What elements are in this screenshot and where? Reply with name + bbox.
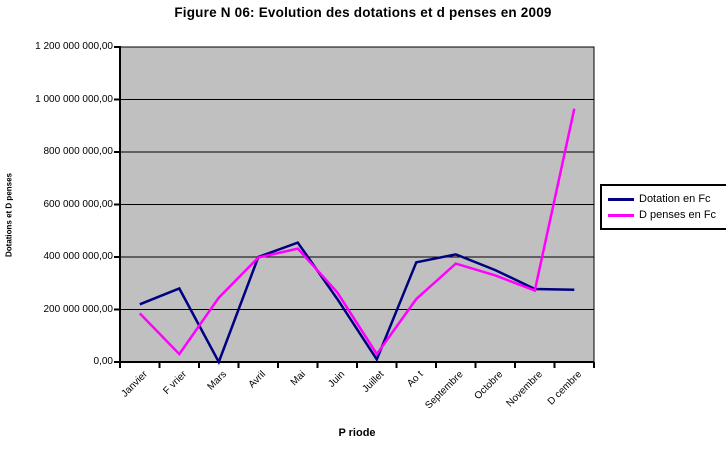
x-axis-title: P riode xyxy=(338,427,376,439)
chart-title: Figure N 06: Evolution des dotations et … xyxy=(174,5,552,20)
series-line-d-penses-en-fc xyxy=(138,108,576,357)
y-axis-title: Dotations et D penses xyxy=(4,172,14,258)
y-tick-label: 1 200 000 000,00 xyxy=(35,41,113,52)
y-tick-label: 1 000 000 000,00 xyxy=(35,93,113,105)
legend-line-swatch-dotation xyxy=(608,197,634,201)
y-tick-label: 400 000 000,00 xyxy=(43,251,113,262)
y-tick-label: 0,00 xyxy=(93,356,113,367)
legend-item-depenses: D penses en Fc xyxy=(608,209,726,222)
legend-label-depenses: D penses en Fc xyxy=(639,208,717,221)
legend-line-swatch-depenses xyxy=(608,213,634,217)
y-tick-label: 600 000 000,00 xyxy=(43,198,113,210)
legend-item-dotation: Dotation en Fc xyxy=(608,193,726,206)
legend-label-dotation: Dotation en Fc xyxy=(639,192,711,205)
legend: Dotation en Fc D penses en Fc xyxy=(600,184,726,230)
y-tick-label: 200 000 000,00 xyxy=(43,303,113,315)
y-tick-label: 800 000 000,00 xyxy=(43,146,113,157)
series-line-dotation-en-fc xyxy=(139,241,575,366)
